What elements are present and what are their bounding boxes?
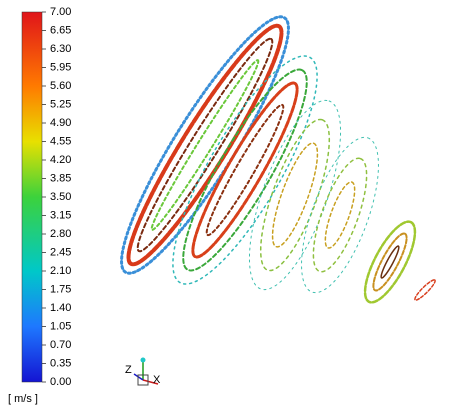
colorbar-tick-label: 0.35	[50, 357, 71, 369]
triad-z-label: Z	[125, 364, 132, 376]
axis-triad: Z X	[125, 357, 161, 386]
colorbar-tick-label: 1.40	[50, 302, 71, 314]
colorbar-tick-label: 4.55	[50, 135, 71, 147]
colorbar-tick-label: 0.70	[50, 339, 71, 351]
colorbar-tick-label: 0.00	[50, 376, 71, 388]
colorbar-tick-label: 2.45	[50, 246, 71, 258]
colorbar-tick-label: 7.00	[50, 6, 71, 18]
colorbar-tick-label: 5.60	[50, 80, 71, 92]
colorbar-tick-label: 4.90	[50, 117, 71, 129]
colorbar-tick-label: 2.80	[50, 228, 71, 240]
unit-label: [ m/s ]	[8, 393, 38, 405]
colorbar-tick-label: 4.20	[50, 154, 71, 166]
colorbar-tick-label: 5.95	[50, 61, 71, 73]
colorbar-tick-label: 1.75	[50, 283, 71, 295]
colorbar-tick-label: 1.05	[50, 320, 71, 332]
colorbar-tick-label: 3.85	[50, 172, 71, 184]
colorbar	[21, 11, 43, 383]
colorbar-tick-label: 3.15	[50, 209, 71, 221]
colorbar-tick-label: 5.25	[50, 98, 71, 110]
colorbar-tick-label: 2.10	[50, 265, 71, 277]
triad-x-label: X	[153, 374, 161, 386]
colorbar-tick-label: 6.30	[50, 43, 71, 55]
colorbar-tick-label: 6.65	[50, 24, 71, 36]
vector-field	[120, 15, 436, 304]
colorbar-tick-label: 3.50	[50, 191, 71, 203]
